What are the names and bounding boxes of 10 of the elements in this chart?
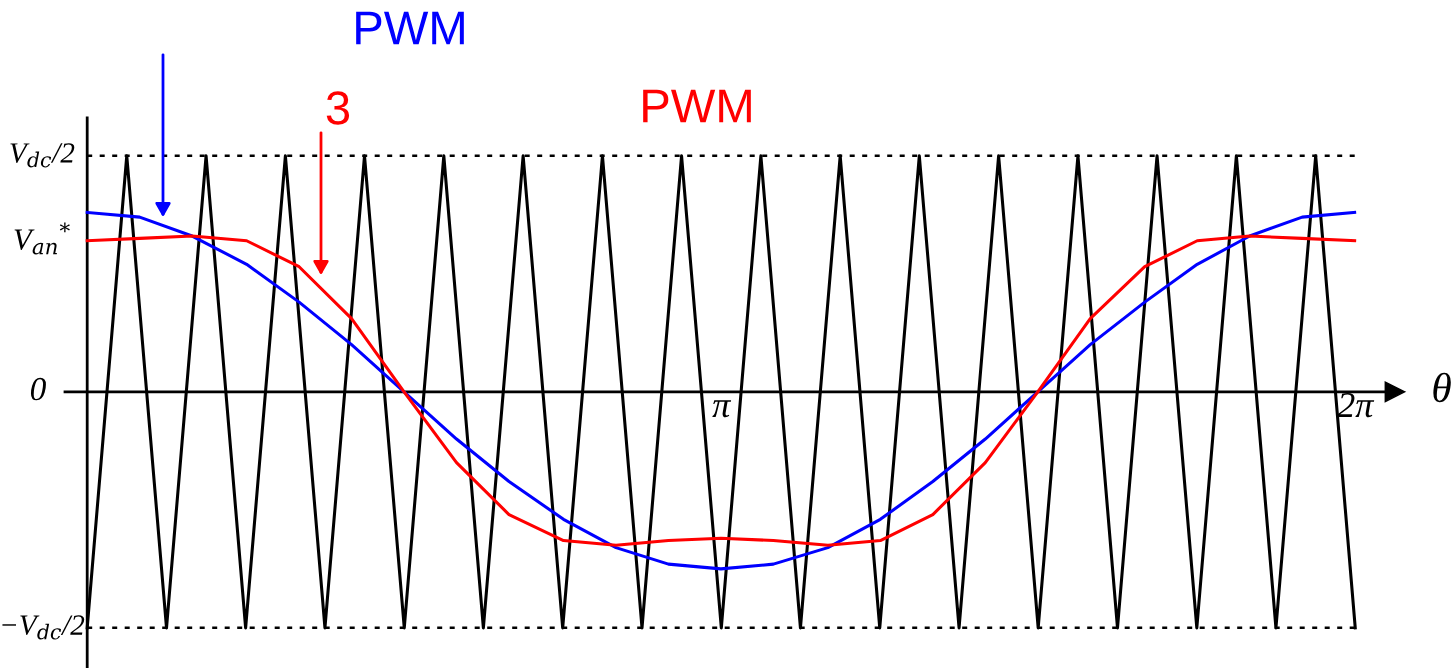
x-tick-label: 2π	[1337, 392, 1375, 418]
text: PWM	[643, 89, 751, 123]
x-axis-title: θ	[1433, 372, 1451, 403]
text: 3	[326, 91, 350, 125]
ref-line-label: −V$_{dc}$/2	[2, 615, 85, 640]
ref-line-label: V$_{dc}$/2	[10, 143, 75, 168]
text: PWM	[356, 11, 464, 45]
x-tick-label: π	[712, 400, 732, 418]
annotation: V$_{an}$$^{*}$	[14, 222, 70, 255]
text: 0	[30, 377, 46, 401]
